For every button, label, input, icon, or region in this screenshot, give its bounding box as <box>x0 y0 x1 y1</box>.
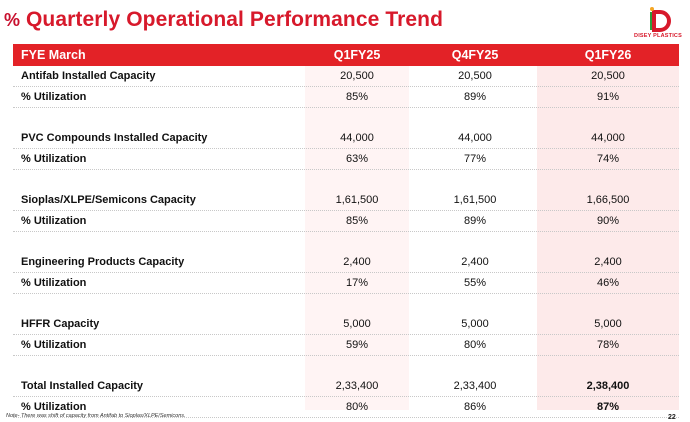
cell-value: 44,000 <box>591 132 625 144</box>
table-row-antifab-capacity: Antifab Installed Capacity 20,500 20,500… <box>13 66 679 87</box>
footnote: Note- There was shift of capacity from A… <box>6 413 186 419</box>
cell-value: 85% <box>345 91 369 103</box>
cell-value: 59% <box>345 339 369 351</box>
cell-value: 85% <box>345 215 369 227</box>
cell-value: 46% <box>596 277 620 289</box>
cell-value: 2,33,400 <box>453 380 497 392</box>
cell-value: 2,400 <box>343 256 371 268</box>
cell-value: 44,000 <box>340 132 374 144</box>
cell-value: 1,66,500 <box>586 194 630 206</box>
table-row-hffr-utilization: % Utilization 59% 80% 78% <box>13 335 679 356</box>
table-row-antifab-utilization: % Utilization 85% 89% 91% <box>13 87 679 108</box>
company-logo: DISEY PLASTICS <box>632 6 684 40</box>
column-shade-q4fy25 <box>417 44 533 410</box>
row-label: % Utilization <box>21 401 87 413</box>
column-header-q1fy26: Q1FY26 <box>584 48 632 62</box>
cell-value: 44,000 <box>458 132 492 144</box>
table-row-total-utilization: % Utilization 80% 86% 87% <box>13 397 679 418</box>
table-row-total-capacity: Total Installed Capacity 2,33,400 2,33,4… <box>13 376 679 397</box>
table-row-pvc-capacity: PVC Compounds Installed Capacity 44,000 … <box>13 128 679 149</box>
cell-value: 80% <box>345 401 369 413</box>
table-row-engineering-utilization: % Utilization 17% 55% 46% <box>13 273 679 294</box>
cell-value: 89% <box>463 91 487 103</box>
table-row-sioplas-capacity: Sioplas/XLPE/Semicons Capacity 1,61,500 … <box>13 190 679 211</box>
row-label: Engineering Products Capacity <box>21 256 185 268</box>
logo-text: DISEY PLASTICS <box>634 33 682 39</box>
cell-value: 2,400 <box>594 256 622 268</box>
table-row-pvc-utilization: % Utilization 63% 77% 74% <box>13 149 679 170</box>
row-label: Total Installed Capacity <box>21 380 144 392</box>
row-label: % Utilization <box>21 215 87 227</box>
table-row-sioplas-utilization: % Utilization 85% 89% 90% <box>13 211 679 232</box>
cell-value: 5,000 <box>594 318 622 330</box>
logo-mark-icon <box>650 7 671 32</box>
cell-value: 20,500 <box>340 70 374 82</box>
cell-value: 17% <box>345 277 369 289</box>
cell-value: 20,500 <box>458 70 492 82</box>
row-label: PVC Compounds Installed Capacity <box>21 132 208 144</box>
row-label: HFFR Capacity <box>21 318 100 330</box>
column-header-fye: FYE March <box>21 48 86 62</box>
cell-value: 78% <box>596 339 620 351</box>
cell-value: 1,61,500 <box>335 194 379 206</box>
cell-value: 77% <box>463 153 487 165</box>
cell-value: 5,000 <box>461 318 489 330</box>
cell-value: 74% <box>596 153 620 165</box>
row-label: % Utilization <box>21 91 87 103</box>
table-header-row: FYE March Q1FY25 Q4FY25 Q1FY26 <box>13 44 679 66</box>
cell-value: 1,61,500 <box>453 194 497 206</box>
cell-value: 63% <box>345 153 369 165</box>
cell-value: 80% <box>463 339 487 351</box>
cell-value: 2,400 <box>461 256 489 268</box>
page-number: 22 <box>668 414 676 421</box>
performance-table: FYE March Q1FY25 Q4FY25 Q1FY26 Antifab I… <box>13 44 679 418</box>
page-title: Quarterly Operational Performance Trend <box>26 8 444 31</box>
cell-value: 90% <box>596 215 620 227</box>
cell-value: 2,33,400 <box>335 380 379 392</box>
row-label: % Utilization <box>21 277 87 289</box>
table-row-engineering-capacity: Engineering Products Capacity 2,400 2,40… <box>13 252 679 273</box>
column-header-q4fy25: Q4FY25 <box>451 48 499 62</box>
row-label: % Utilization <box>21 339 87 351</box>
cell-value: 5,000 <box>343 318 371 330</box>
cell-value: 86% <box>463 401 487 413</box>
cell-value: 20,500 <box>591 70 625 82</box>
row-label: Sioplas/XLPE/Semicons Capacity <box>21 194 196 206</box>
column-shade-q1fy25 <box>305 44 409 410</box>
table-row-hffr-capacity: HFFR Capacity 5,000 5,000 5,000 <box>13 314 679 335</box>
percent-bullet-icon: % <box>4 10 21 30</box>
cell-value: 91% <box>596 91 620 103</box>
cell-value: 89% <box>463 215 487 227</box>
cell-value: 87% <box>596 401 620 413</box>
column-shade-q1fy26 <box>537 44 679 410</box>
cell-value: 55% <box>463 277 487 289</box>
row-label: Antifab Installed Capacity <box>21 70 156 82</box>
column-header-q1fy25: Q1FY25 <box>333 48 381 62</box>
row-label: % Utilization <box>21 153 87 165</box>
cell-value: 2,38,400 <box>586 380 630 392</box>
